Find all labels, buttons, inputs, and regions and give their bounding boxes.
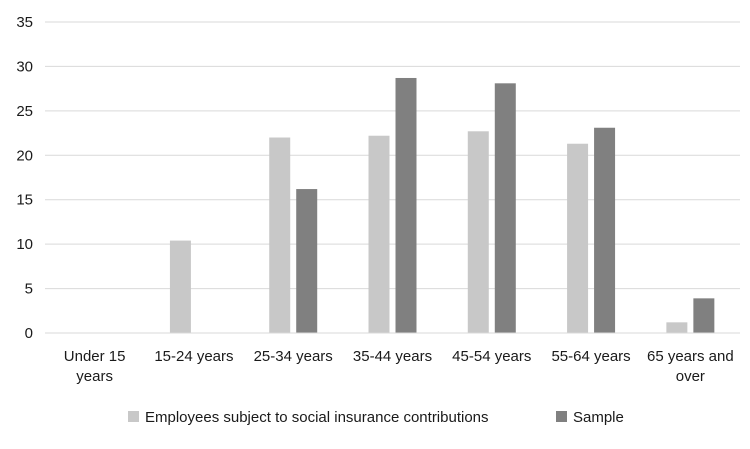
x-tick-label: 45-54 years bbox=[452, 348, 531, 365]
legend-label: Sample bbox=[573, 409, 624, 426]
x-tick-label: years bbox=[76, 368, 113, 385]
bars bbox=[169, 77, 715, 334]
bar-sample bbox=[494, 83, 516, 333]
gridlines bbox=[45, 21, 740, 290]
x-tick-label: 35-44 years bbox=[353, 348, 432, 365]
bar-employees bbox=[169, 240, 191, 333]
x-tick-label: 65 years and bbox=[647, 348, 734, 365]
bar-sample bbox=[395, 77, 417, 333]
y-tick-label: 35 bbox=[16, 14, 33, 31]
bar-employees bbox=[666, 322, 688, 333]
bar-sample bbox=[594, 127, 616, 334]
bar-employees bbox=[269, 137, 291, 333]
x-tick-label: Under 15 bbox=[64, 348, 126, 365]
x-tick-label: 15-24 years bbox=[154, 348, 233, 365]
y-tick-label: 30 bbox=[16, 58, 33, 75]
bar-employees bbox=[467, 131, 489, 333]
legend-swatch bbox=[128, 411, 139, 422]
x-axis-labels: Under 15 years 15-24 years 25-34 years 35-44… bbox=[64, 348, 734, 385]
bar-employees bbox=[368, 135, 390, 333]
y-axis-ticks: 0 5 10 15 20 25 30 35 bbox=[16, 14, 33, 342]
y-tick-label: 25 bbox=[16, 103, 33, 120]
bar-sample bbox=[693, 298, 715, 333]
x-tick-label: 25-34 years bbox=[254, 348, 333, 365]
y-tick-label: 15 bbox=[16, 192, 33, 209]
legend: Employees subject to social insurance co… bbox=[128, 409, 624, 426]
x-tick-label: 55-64 years bbox=[551, 348, 630, 365]
y-tick-label: 10 bbox=[16, 236, 33, 253]
bar-employees bbox=[567, 143, 589, 333]
bar-sample bbox=[296, 189, 318, 333]
y-tick-label: 20 bbox=[16, 147, 33, 164]
x-tick-label: over bbox=[676, 368, 705, 385]
legend-label: Employees subject to social insurance co… bbox=[145, 409, 489, 426]
y-tick-label: 0 bbox=[25, 325, 33, 342]
y-tick-label: 5 bbox=[25, 281, 33, 298]
legend-swatch bbox=[556, 411, 567, 422]
